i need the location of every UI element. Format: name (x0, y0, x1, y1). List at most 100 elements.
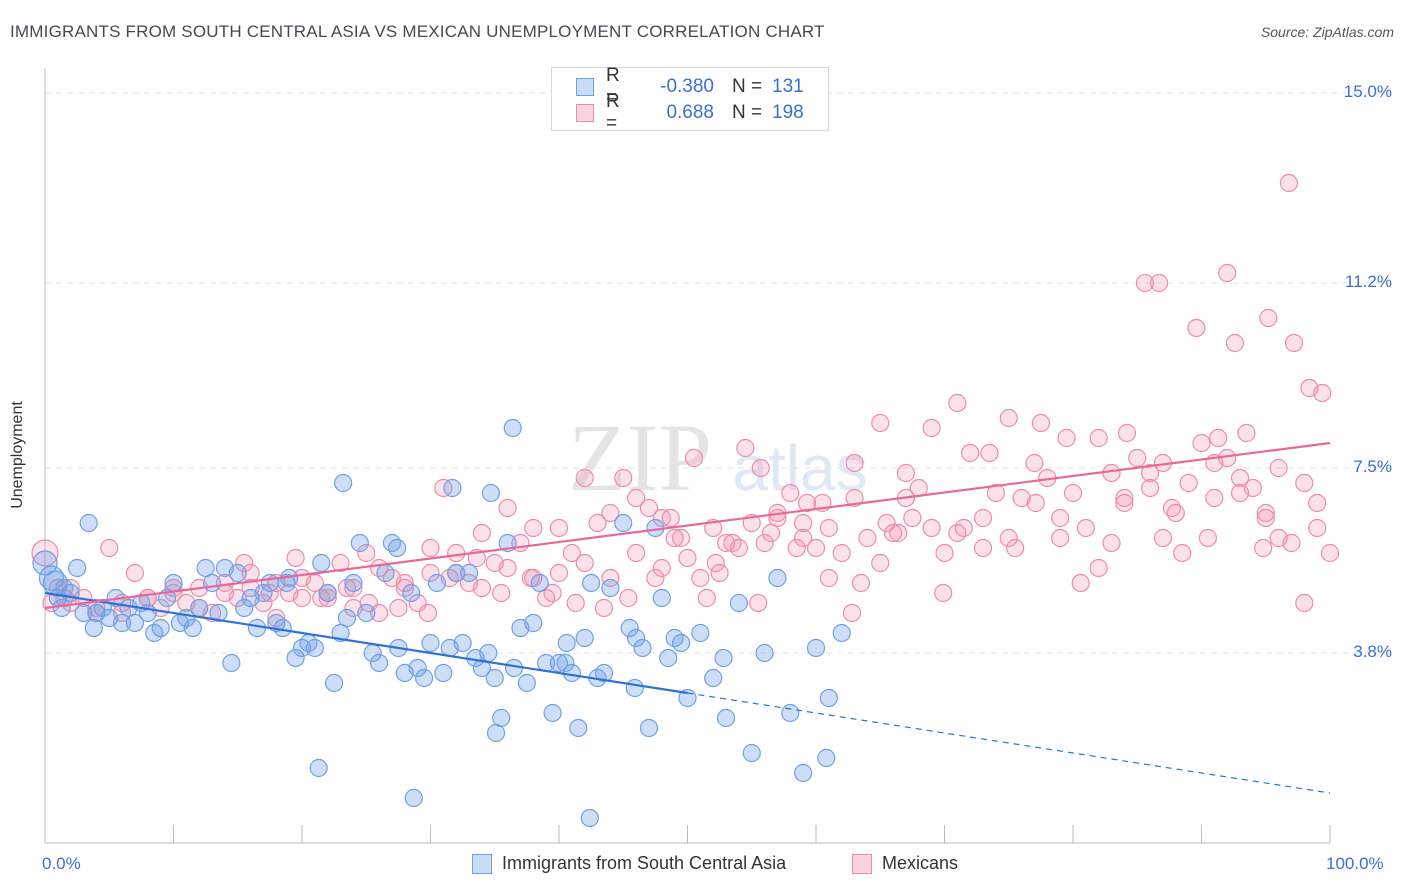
pink-point (588, 513, 607, 533)
legend-swatch-pink (576, 104, 594, 122)
pink-point (883, 523, 903, 543)
pink-point (797, 493, 817, 513)
blue-point (434, 663, 453, 683)
blue-point (569, 718, 588, 738)
pink-point (1173, 543, 1192, 563)
blue-point (639, 718, 659, 738)
pink-point (723, 533, 742, 553)
blue-point (486, 723, 506, 743)
blue-point (370, 653, 389, 673)
legend-swatch-blue (576, 78, 594, 96)
pink-point (418, 603, 438, 623)
blue-point (755, 643, 774, 663)
pink-point (1102, 463, 1121, 483)
pink-point (1089, 558, 1108, 578)
blue-point (481, 483, 500, 503)
pink-point (1071, 573, 1090, 593)
pink-point (389, 598, 408, 618)
pink-point (1192, 433, 1211, 453)
blue-point (183, 618, 202, 638)
legend-row-pink: R = 0.688 N = 198 (576, 91, 804, 134)
blue-point (402, 583, 421, 603)
legend-r-value: -0.380 (660, 76, 714, 97)
pink-point (1269, 458, 1288, 478)
blue-point (74, 603, 93, 623)
pink-point (1057, 428, 1076, 448)
blue-point (79, 513, 98, 533)
legend-n-label: N = (732, 102, 763, 123)
blue-point (164, 573, 183, 593)
blue-point (277, 573, 296, 593)
blue-point (556, 653, 575, 673)
blue-point (742, 743, 761, 763)
pink-point (736, 438, 755, 458)
pink-point (684, 448, 704, 468)
pink-point (845, 453, 864, 473)
pink-point (1140, 463, 1160, 483)
blue-point (286, 648, 305, 668)
pink-point (749, 593, 768, 613)
pink-point (1179, 473, 1198, 493)
blue-point (549, 653, 569, 673)
blue-point (453, 633, 472, 653)
pink-point (1025, 453, 1044, 473)
pink-point (1320, 543, 1340, 563)
blue-point (254, 583, 273, 603)
blue-point (659, 648, 678, 668)
pink-point (806, 538, 826, 558)
pink-point (318, 588, 337, 608)
blue-point (404, 788, 423, 808)
pink-point (626, 488, 646, 508)
pink-point (896, 463, 916, 483)
pink-point (1089, 428, 1108, 448)
pink-point (594, 598, 614, 618)
blue-point (427, 573, 447, 593)
y-tick-label: 7.5% (1353, 457, 1392, 476)
blue-point (620, 618, 639, 638)
pink-point (292, 588, 312, 608)
trend-lines (44, 441, 1331, 794)
blue-point (334, 473, 353, 493)
pink-point (787, 538, 806, 558)
blue-point (32, 550, 58, 576)
pink-point (1051, 508, 1070, 528)
pink-point (549, 563, 569, 583)
blue-point (350, 533, 369, 553)
pink-point (697, 588, 716, 608)
blue-point (443, 478, 462, 498)
pink-point (842, 603, 862, 623)
blue-point (806, 638, 826, 658)
pink-point (549, 518, 569, 538)
pink-point (421, 538, 440, 558)
blue-point (524, 613, 543, 633)
pink-point (665, 528, 684, 548)
pink-point (934, 583, 953, 603)
pink-point (1012, 488, 1031, 508)
blue-point (235, 598, 254, 618)
blue-point (714, 648, 733, 668)
blue-point (421, 633, 440, 653)
blue-point (626, 628, 646, 648)
blue-point (222, 653, 241, 673)
pink-point (1256, 503, 1275, 523)
pink-point (357, 543, 376, 563)
blue-point (691, 623, 710, 643)
blue-point (344, 573, 363, 593)
legend-series-label: Mexicans (882, 853, 959, 873)
blue-point (614, 513, 633, 533)
pink-point (331, 553, 350, 573)
chart-title: IMMIGRANTS FROM SOUTH CENTRAL ASIA VS ME… (10, 22, 825, 41)
blue-point (601, 578, 620, 598)
pink-point (543, 583, 562, 603)
blue-point (309, 758, 328, 778)
pink-point (755, 533, 774, 553)
pink-point (1269, 528, 1288, 548)
pink-point (1295, 473, 1314, 493)
pink-point (235, 553, 254, 573)
legend-swatch-blue (472, 853, 492, 874)
legend-r-label: R = (606, 65, 620, 108)
pink-point (1295, 593, 1314, 613)
pink-point (871, 553, 890, 573)
blue-point (652, 588, 671, 608)
